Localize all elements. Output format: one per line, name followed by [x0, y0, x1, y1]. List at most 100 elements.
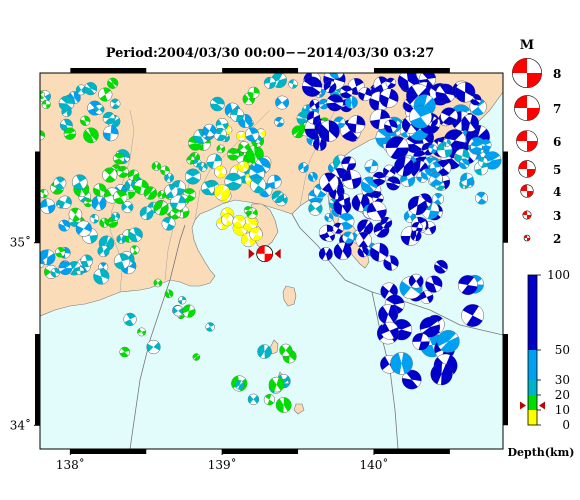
beachball	[238, 141, 250, 153]
beachball	[192, 353, 200, 361]
beachball	[409, 105, 432, 129]
beachball	[58, 261, 73, 276]
beachball	[428, 144, 438, 154]
beachball	[358, 87, 373, 102]
beachball	[128, 227, 143, 243]
beachball	[319, 172, 339, 193]
beachball	[355, 231, 372, 249]
beachball	[137, 327, 146, 337]
beachball	[425, 275, 443, 293]
beachball	[429, 171, 443, 186]
beachball	[378, 304, 399, 325]
beachball	[372, 171, 386, 186]
beachball	[407, 196, 427, 216]
beachball	[205, 322, 215, 332]
beachball	[329, 73, 344, 79]
beachball	[461, 114, 479, 132]
beachball	[153, 278, 163, 288]
magnitude-legend-item	[511, 57, 542, 88]
beachball	[206, 153, 223, 170]
beachball	[91, 195, 107, 211]
beachball	[58, 195, 72, 210]
depth-tick-label: 0	[562, 418, 570, 432]
beachball	[457, 275, 478, 295]
beachball	[339, 85, 353, 99]
beachball	[312, 137, 327, 152]
x-axis-labels: 138˚ 139˚ 140˚	[56, 449, 389, 472]
beachball	[221, 213, 234, 227]
beachball	[214, 165, 227, 179]
frame-bar	[222, 68, 299, 73]
x-tick-label: 140˚	[360, 457, 389, 472]
beachball	[337, 193, 351, 206]
depth-band	[528, 410, 537, 425]
beachball	[55, 247, 66, 258]
beachball	[213, 127, 227, 142]
beachball	[249, 227, 263, 241]
beachball	[385, 136, 409, 160]
beachball	[164, 289, 174, 299]
beachball	[146, 339, 161, 355]
beachball	[109, 98, 121, 110]
beachball	[408, 273, 424, 289]
beachball	[75, 220, 92, 237]
beachball	[116, 166, 129, 178]
beachball	[342, 169, 362, 190]
beachball	[373, 76, 390, 92]
beachball	[357, 219, 374, 236]
beachball	[113, 153, 125, 165]
magnitude-legend-item	[520, 184, 534, 198]
beachball	[230, 108, 244, 122]
beachball	[430, 363, 453, 386]
beachball	[224, 172, 243, 191]
beachball	[345, 95, 358, 109]
beachball	[420, 168, 432, 180]
beachball	[143, 186, 158, 200]
beachball	[271, 190, 285, 204]
magnitude-legend-item	[523, 234, 531, 242]
beachball	[442, 138, 451, 148]
beachball	[475, 191, 488, 205]
beachball	[483, 151, 502, 170]
prefecture-border	[299, 99, 341, 207]
beachball	[58, 95, 75, 112]
beachball	[84, 82, 98, 96]
beachball	[247, 86, 260, 99]
magnitude-legend-item	[518, 160, 536, 178]
beachball	[182, 304, 196, 318]
beachball	[318, 98, 330, 110]
beachball	[202, 123, 217, 138]
depth-marker-left	[520, 401, 526, 410]
beachball	[164, 172, 174, 183]
magnitude-legend-item	[514, 95, 540, 121]
axis-frame-bars	[35, 68, 508, 454]
beachball	[479, 139, 492, 151]
beachball	[102, 167, 118, 183]
beachball	[83, 127, 99, 144]
beachball	[267, 174, 282, 189]
beachball	[234, 380, 245, 390]
beachball	[440, 107, 458, 126]
beachball	[412, 332, 430, 351]
beachball	[151, 161, 162, 171]
beachball	[347, 115, 366, 134]
beachball	[80, 115, 91, 126]
beachball	[123, 312, 137, 326]
beachball	[364, 159, 379, 174]
beachball	[410, 230, 422, 242]
beachball	[113, 190, 128, 205]
beachball	[75, 266, 85, 276]
beachball	[97, 245, 110, 258]
beachball	[94, 104, 105, 115]
beachball	[434, 259, 448, 274]
beachball	[268, 376, 285, 393]
depth-tick-label: 100	[547, 268, 570, 282]
frame-bar	[222, 449, 299, 454]
beachball	[420, 290, 434, 304]
beachball	[178, 296, 187, 305]
beachball	[161, 216, 176, 231]
beachball	[214, 184, 231, 201]
beachball	[385, 77, 397, 89]
depth-tick-label: 20	[555, 388, 570, 402]
beachball	[121, 201, 134, 213]
